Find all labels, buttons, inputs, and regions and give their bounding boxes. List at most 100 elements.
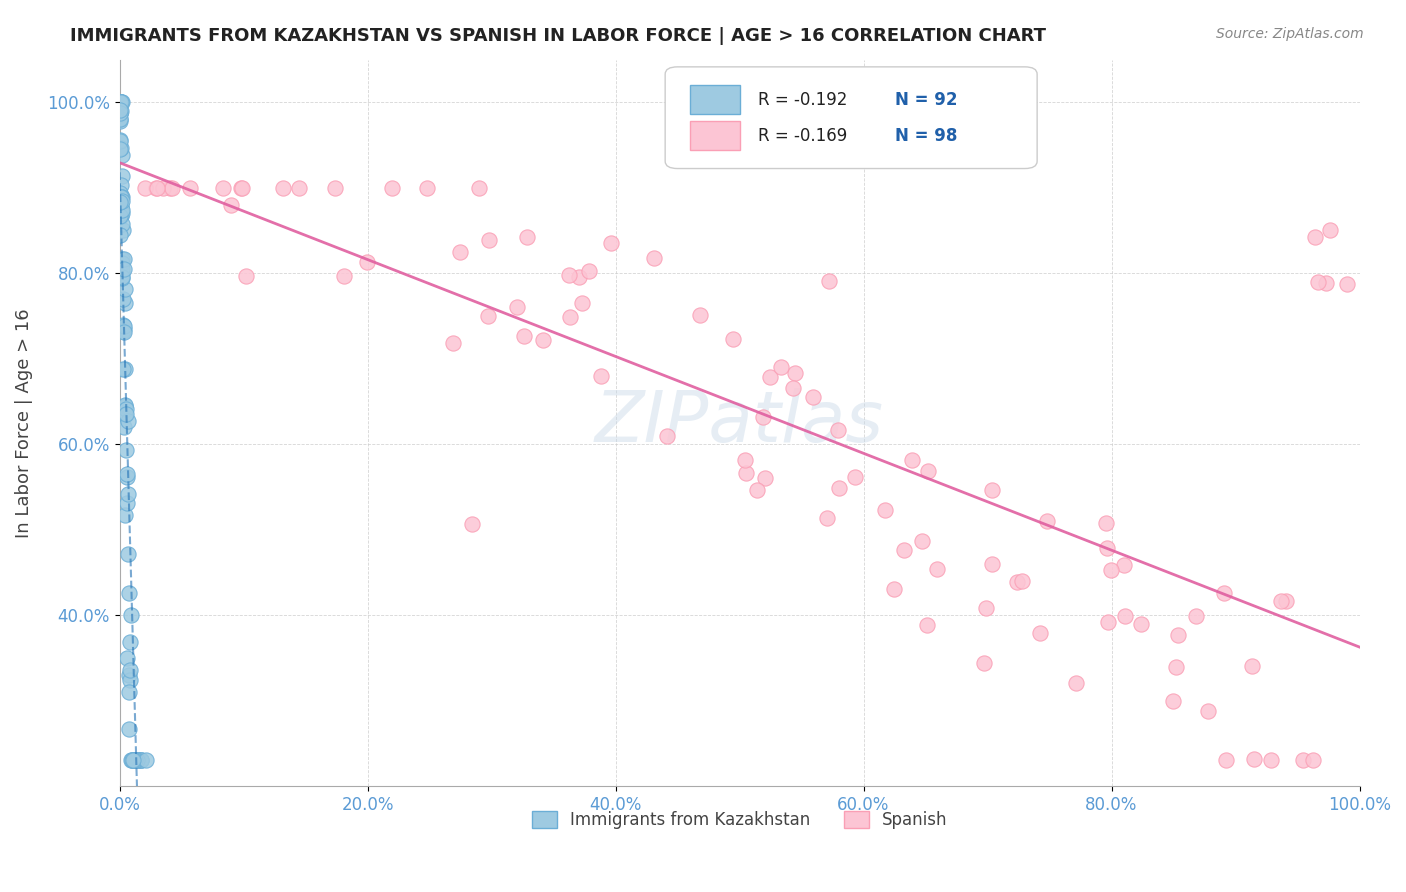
kaz	[110, 209, 132, 223]
spa	[211, 180, 233, 194]
kaz	[118, 673, 141, 688]
spa	[1215, 753, 1237, 767]
kaz	[115, 469, 138, 483]
FancyBboxPatch shape	[665, 67, 1038, 169]
kaz	[120, 608, 142, 623]
kaz	[111, 217, 134, 231]
spa	[1197, 704, 1219, 718]
kaz	[118, 668, 141, 682]
spa	[1212, 586, 1234, 600]
spa	[1303, 230, 1326, 244]
kaz	[110, 107, 132, 121]
kaz	[121, 753, 143, 767]
kaz	[110, 95, 132, 110]
spa	[883, 582, 905, 596]
Text: R = -0.192: R = -0.192	[758, 91, 848, 109]
spa	[915, 618, 938, 632]
spa	[1315, 276, 1337, 290]
spa	[818, 274, 841, 288]
spa	[815, 510, 838, 524]
kaz	[129, 753, 152, 767]
kaz	[110, 228, 132, 243]
spa	[578, 264, 600, 278]
kaz	[114, 362, 136, 376]
spa	[1028, 626, 1050, 640]
kaz	[110, 178, 132, 192]
spa	[1302, 753, 1324, 767]
kaz	[110, 202, 132, 216]
spa	[1336, 277, 1358, 291]
kaz	[114, 401, 136, 416]
kaz	[115, 443, 138, 458]
spa	[571, 295, 593, 310]
spa	[558, 268, 581, 283]
kaz	[122, 753, 145, 767]
spa	[782, 381, 804, 395]
kaz	[110, 194, 132, 209]
kaz	[110, 95, 132, 110]
spa	[1241, 659, 1264, 673]
spa	[516, 230, 538, 244]
kaz	[111, 270, 134, 285]
kaz	[114, 283, 136, 297]
spa	[973, 656, 995, 670]
Text: N = 98: N = 98	[894, 127, 957, 145]
spa	[478, 233, 501, 247]
spa	[1097, 615, 1119, 629]
kaz	[129, 753, 152, 767]
kaz	[111, 270, 134, 285]
spa	[754, 471, 776, 485]
spa	[416, 180, 439, 194]
kaz	[114, 399, 136, 413]
kaz	[110, 95, 132, 110]
spa	[981, 483, 1004, 497]
spa	[160, 180, 183, 194]
kaz	[124, 753, 146, 767]
spa	[531, 333, 554, 347]
spa	[745, 483, 768, 497]
spa	[513, 329, 536, 343]
spa	[599, 235, 621, 250]
spa	[980, 557, 1002, 571]
spa	[231, 180, 253, 194]
kaz	[118, 586, 141, 600]
kaz	[110, 114, 132, 128]
kaz	[118, 723, 141, 737]
spa	[146, 180, 169, 194]
kaz	[110, 260, 132, 274]
kaz	[110, 186, 132, 200]
kaz	[135, 753, 157, 767]
kaz	[111, 194, 134, 208]
kaz	[115, 495, 138, 509]
kaz	[112, 420, 135, 434]
Text: Source: ZipAtlas.com: Source: ZipAtlas.com	[1216, 27, 1364, 41]
kaz	[110, 209, 132, 223]
kaz	[117, 487, 139, 501]
spa	[1011, 574, 1033, 588]
kaz	[111, 203, 134, 218]
spa	[461, 516, 484, 531]
Text: N = 92: N = 92	[894, 91, 957, 109]
kaz	[111, 223, 134, 237]
spa	[927, 562, 949, 576]
kaz	[117, 547, 139, 561]
spa	[506, 300, 529, 314]
kaz	[131, 753, 153, 767]
kaz	[114, 409, 136, 423]
kaz	[114, 397, 136, 411]
spa	[145, 180, 167, 194]
kaz	[121, 753, 143, 767]
kaz	[110, 190, 132, 204]
spa	[752, 409, 775, 424]
spa	[801, 390, 824, 404]
spa	[974, 601, 997, 615]
kaz	[110, 202, 132, 217]
kaz	[110, 133, 132, 147]
spa	[287, 180, 309, 194]
spa	[911, 534, 934, 549]
kaz	[127, 753, 149, 767]
spa	[179, 180, 201, 194]
kaz	[124, 753, 146, 767]
kaz	[110, 142, 132, 156]
spa	[1270, 594, 1292, 608]
